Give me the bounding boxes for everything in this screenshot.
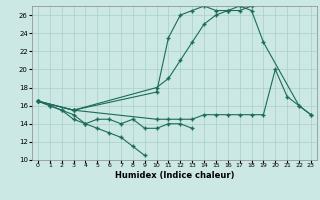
X-axis label: Humidex (Indice chaleur): Humidex (Indice chaleur) [115,171,234,180]
